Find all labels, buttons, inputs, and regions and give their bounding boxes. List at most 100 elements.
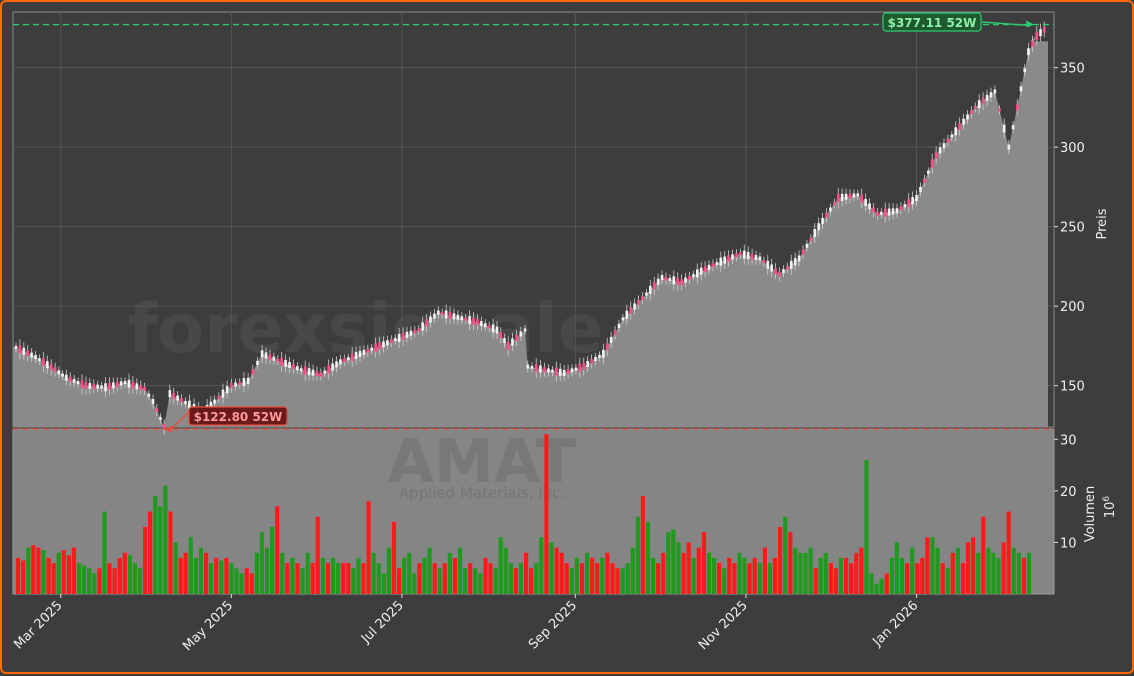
- candle-body: [746, 252, 750, 260]
- candle-body: [852, 193, 856, 198]
- candle-body: [354, 351, 358, 359]
- candle-body: [864, 198, 867, 206]
- candle-body: [61, 373, 64, 377]
- volume-bar: [762, 547, 767, 594]
- candle-body: [656, 278, 660, 285]
- volume-bar: [209, 563, 214, 594]
- volume-bar: [1011, 547, 1016, 594]
- volume-bar: [163, 485, 168, 594]
- candle-body: [598, 354, 601, 358]
- volume-bar: [305, 552, 310, 595]
- candle-body: [511, 338, 514, 346]
- volume-bar: [783, 516, 788, 594]
- volume-bar: [671, 529, 676, 594]
- volume-bar: [574, 557, 579, 594]
- candle-body: [18, 345, 22, 354]
- price-area: [13, 26, 1048, 428]
- candle-body: [676, 277, 680, 285]
- price-axis-title: Preis: [1095, 208, 1110, 239]
- candle-body: [551, 369, 554, 373]
- candle-body: [303, 366, 307, 375]
- candle-body: [715, 262, 719, 266]
- candle-body: [292, 364, 295, 370]
- volume-bar: [940, 563, 945, 594]
- volume-bar: [356, 557, 361, 594]
- candle-body: [962, 118, 965, 125]
- volume-bar: [854, 552, 859, 595]
- candle-body: [868, 203, 871, 210]
- volume-bar: [188, 537, 193, 594]
- volume-bar: [224, 557, 229, 594]
- volume-bar: [381, 573, 386, 594]
- volume-bar: [905, 563, 910, 594]
- volume-bar: [915, 563, 920, 594]
- volume-bar: [488, 563, 493, 594]
- volume-bar: [16, 557, 21, 594]
- candle-body: [856, 193, 860, 197]
- candle-body: [386, 340, 389, 346]
- volume-bar: [452, 557, 458, 594]
- volume-scale-label: 106: [1102, 496, 1118, 519]
- volume-bar: [727, 557, 732, 594]
- volume-bar: [849, 563, 854, 594]
- volume-bar: [722, 568, 727, 594]
- volume-bar: [183, 552, 188, 595]
- candle-body: [331, 363, 334, 371]
- volume-bar: [864, 459, 869, 594]
- candle-body: [251, 369, 255, 375]
- candle-body: [448, 311, 452, 319]
- candle-body: [503, 338, 506, 344]
- x-tick-label: Sep 2025: [526, 598, 580, 652]
- candle-body: [605, 343, 609, 351]
- candle-body: [46, 361, 49, 369]
- volume-bar: [732, 563, 737, 594]
- volume-bar: [772, 557, 778, 594]
- candle-body: [617, 323, 621, 328]
- candle-body: [139, 385, 143, 391]
- volume-ytick-label: 20: [1060, 485, 1077, 500]
- x-tick-label: Nov 2025: [696, 598, 751, 653]
- candle-body: [633, 303, 636, 310]
- price-ytick-label: 300: [1060, 141, 1085, 156]
- x-tick-label: Mar 2025: [11, 598, 65, 652]
- candle-body: [280, 357, 283, 366]
- volume-bar: [371, 552, 376, 595]
- volume-bar: [518, 563, 524, 594]
- candle-body: [530, 365, 534, 369]
- volume-bar: [1026, 552, 1032, 595]
- volume-bar: [275, 506, 280, 594]
- volume-bar: [778, 527, 783, 594]
- volume-bar: [920, 557, 925, 594]
- candle-body: [1027, 48, 1030, 56]
- candle-body: [590, 358, 593, 364]
- candle-body: [899, 206, 903, 211]
- volume-bar: [823, 552, 828, 595]
- volume-bar: [41, 550, 46, 594]
- volume-bar: [645, 521, 651, 594]
- candle-body: [915, 195, 918, 202]
- volume-bar: [899, 557, 905, 594]
- volume-bar: [77, 563, 82, 594]
- candle-body: [84, 382, 88, 390]
- candle-body: [491, 324, 495, 333]
- volume-bar: [198, 547, 204, 594]
- candle-body: [272, 356, 276, 361]
- volume-bar: [696, 547, 701, 594]
- candle-body: [53, 367, 57, 373]
- candle-body: [456, 314, 460, 320]
- volume-bar: [148, 511, 153, 594]
- volume-bar: [259, 532, 264, 594]
- volume-bar: [1016, 552, 1021, 595]
- candle-body: [1011, 125, 1015, 130]
- candle-body: [143, 386, 146, 391]
- candle-body: [719, 257, 723, 266]
- candle-body: [397, 333, 401, 342]
- candle-body: [919, 186, 922, 192]
- candle-body: [883, 208, 887, 217]
- candle-body: [319, 372, 323, 377]
- candle-body: [339, 359, 342, 365]
- volume-bar: [737, 552, 742, 595]
- candle-body: [789, 260, 793, 269]
- volume-bar: [391, 521, 397, 594]
- candle-body: [923, 178, 926, 183]
